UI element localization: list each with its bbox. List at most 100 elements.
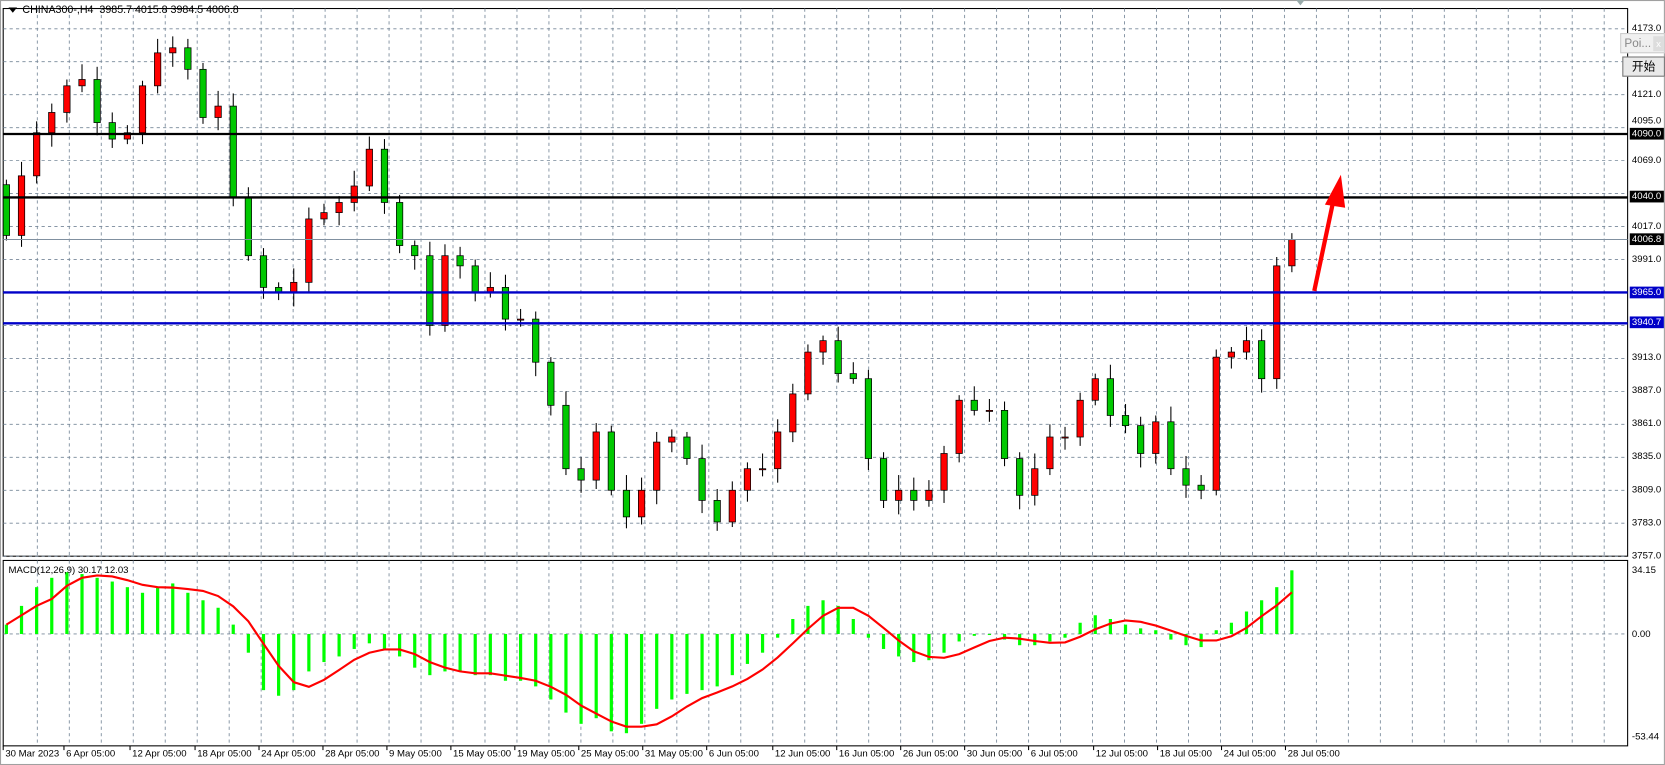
macd-histogram-bar: [246, 633, 250, 653]
macd-histogram-bar: [458, 633, 462, 672]
start-button[interactable]: 开始: [1622, 56, 1665, 77]
candle-bullish: [1212, 356, 1220, 491]
candle-bearish: [199, 68, 207, 118]
macd-histogram-bar: [443, 633, 447, 672]
macd-histogram-bar: [972, 633, 976, 636]
candle-bullish: [804, 351, 812, 395]
close-icon[interactable]: x: [1653, 36, 1664, 52]
candle-bearish: [471, 265, 479, 293]
macd-histogram-bar: [639, 633, 644, 724]
macd-histogram-bar: [1169, 633, 1173, 640]
ohlc-values: 3985.7 4015.8 3984.5 4006.8: [99, 4, 239, 16]
macd-histogram-bar: [50, 577, 54, 634]
candle-bearish: [396, 202, 404, 246]
candle-bearish: [2, 184, 10, 236]
macd-histogram-bar: [382, 633, 387, 649]
candle-bearish: [547, 361, 555, 406]
candle-bearish: [864, 378, 872, 459]
macd-histogram-bar: [987, 633, 992, 636]
price-tick-label: 4095.0: [1631, 114, 1662, 126]
macd-axis-zero: 0.00: [1631, 628, 1651, 640]
candle-bearish: [834, 340, 842, 374]
time-tick-label: 12 Apr 05:00: [132, 747, 187, 759]
price-tick-label: 4121.0: [1631, 88, 1662, 99]
candle-bullish: [335, 202, 343, 213]
candle-bearish: [108, 122, 116, 140]
macd-histogram-bar: [912, 633, 916, 663]
poi-window[interactable]: Poi... x: [1620, 33, 1665, 54]
time-tick-label: 9 May 05:00: [389, 747, 442, 759]
candle-bullish: [169, 47, 177, 54]
candle-bullish: [1091, 378, 1099, 401]
red-arrow-shaft: [1312, 199, 1336, 292]
macd-histogram-bar: [518, 633, 523, 681]
macd-histogram-bar: [473, 633, 477, 676]
price-tick-label: 4069.0: [1631, 154, 1662, 165]
candle-bearish: [456, 255, 464, 267]
macd-histogram-bar: [156, 587, 160, 634]
candle-bearish: [411, 245, 419, 257]
macd-histogram-bar: [549, 633, 553, 700]
macd-histogram-bar: [4, 624, 8, 634]
candle-bullish: [350, 185, 358, 203]
candle-bullish: [365, 148, 373, 187]
candle-bearish: [713, 500, 721, 523]
macd-histogram-bar: [806, 605, 810, 634]
candle-bearish: [229, 105, 237, 198]
chart-shift-marker[interactable]: [1296, 0, 1305, 6]
price-tick-label: 4173.0: [1631, 22, 1662, 34]
macd-histogram-bar: [231, 624, 235, 634]
macd-axis-min: -53.44: [1631, 730, 1660, 742]
macd-histogram-bar: [1229, 622, 1233, 634]
macd-histogram-bar: [715, 633, 719, 687]
candle-bearish: [562, 404, 570, 470]
macd-histogram-bar: [1139, 628, 1143, 634]
candle-bullish: [940, 453, 948, 491]
candle-bullish: [48, 112, 56, 134]
price-tick-label: 3809.0: [1631, 483, 1662, 495]
macd-histogram-bar: [428, 633, 432, 676]
time-tick-label: 26 Jun 05:00: [902, 747, 959, 759]
macd-label: MACD(12,26,9) 30.17 12.03: [8, 564, 129, 576]
macd-histogram-bar: [322, 633, 326, 663]
macd-histogram-bar: [927, 633, 931, 661]
macd-histogram-bar: [216, 607, 220, 634]
macd-histogram-bar: [836, 605, 840, 634]
macd-histogram-bar: [866, 633, 871, 638]
macd-histogram-bar: [700, 633, 704, 691]
candle-bearish: [1137, 425, 1145, 454]
macd-histogram-bar: [579, 633, 583, 724]
candle-bullish: [1031, 468, 1039, 496]
candle-bullish: [774, 431, 782, 470]
candle-bullish: [985, 410, 993, 412]
macd-histogram-bar: [398, 633, 402, 657]
candle-bearish: [622, 489, 631, 518]
price-tick-label: 3835.0: [1631, 450, 1662, 462]
macd-histogram-bar: [851, 618, 855, 634]
candle-bearish: [1000, 410, 1009, 459]
macd-histogram-bar: [19, 605, 24, 634]
macd-histogram-bar: [1108, 618, 1112, 634]
candle-bullish: [955, 399, 963, 454]
time-tick-label: 25 May 05:00: [580, 747, 640, 759]
price-level-tag: 4040.0: [1629, 190, 1664, 203]
current-price-tag: 4006.8: [1629, 233, 1664, 245]
time-tick-label: 31 May 05:00: [644, 747, 704, 759]
dropdown-triangle-icon[interactable]: [8, 7, 18, 13]
candle-bullish: [1061, 436, 1069, 439]
macd-histogram-bar: [624, 633, 629, 734]
candle-bullish: [63, 85, 71, 113]
macd-histogram-bar: [80, 574, 84, 634]
macd-histogram-bar: [1275, 587, 1279, 634]
candle-bearish: [1106, 378, 1114, 416]
macd-histogram-bar: [1244, 611, 1249, 634]
time-tick-label: 18 Apr 05:00: [197, 747, 252, 759]
candle-bearish: [93, 79, 101, 123]
candle-bearish: [1121, 415, 1130, 426]
time-tick-label: 28 Jul 05:00: [1287, 747, 1340, 759]
price-tick-label: 3783.0: [1631, 516, 1662, 528]
time-tick-label: 6 Apr 05:00: [66, 747, 116, 759]
macd-histogram-bar: [292, 633, 296, 691]
